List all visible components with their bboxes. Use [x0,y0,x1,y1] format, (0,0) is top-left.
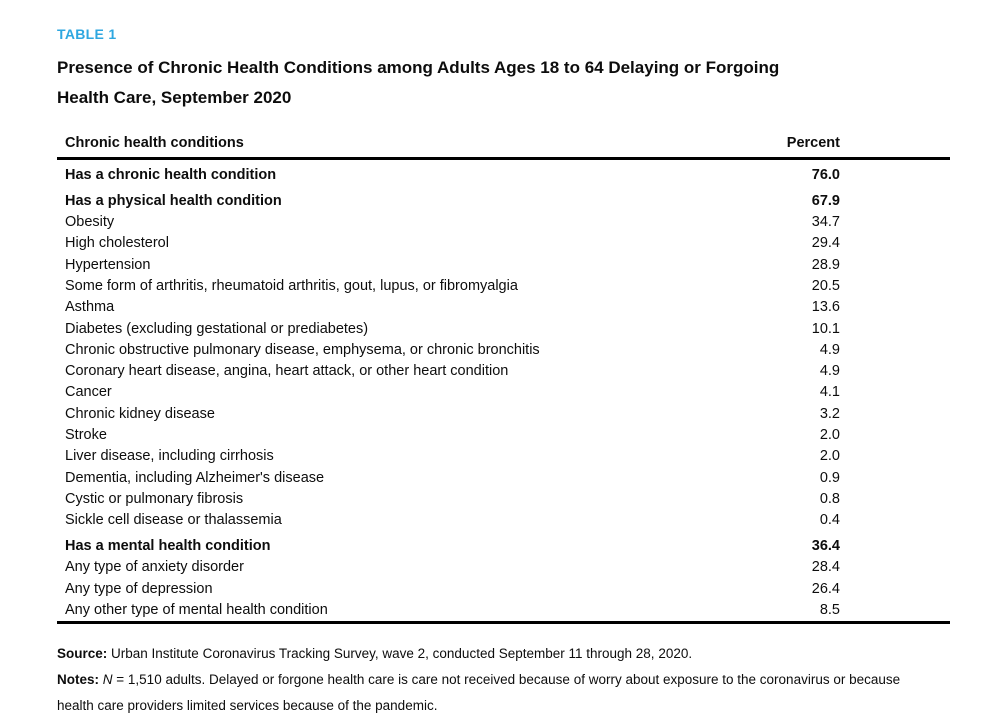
table-row: Hypertension 28.9 [57,254,950,275]
condition-percent: 0.8 [819,490,840,507]
source-note: Source: Urban Institute Coronavirus Trac… [57,641,917,667]
condition-percent: 2.0 [819,426,840,443]
table-row: Obesity 34.7 [57,212,950,233]
table-title: Presence of Chronic Health Conditions am… [57,53,950,113]
condition-percent: 8.5 [819,601,840,618]
table-row: Cystic or pulmonary fibrosis 0.8 [57,488,950,509]
condition-percent: 29.4 [811,235,840,252]
table-row: Any other type of mental health conditio… [57,599,950,622]
condition-percent: 26.4 [811,580,840,597]
table-row: Liver disease, including cirrhosis 2.0 [57,446,950,467]
condition-percent: 36.4 [811,538,840,554]
table-row: Any type of depression 26.4 [57,578,950,599]
source-label: Source: [57,645,108,661]
condition-label: Obesity [65,214,115,231]
condition-percent: 20.5 [811,278,840,295]
condition-label: Sickle cell disease or thalassemia [65,512,282,529]
table-row: Stroke 2.0 [57,425,950,446]
condition-label: Hypertension [65,256,151,273]
condition-percent: 13.6 [811,299,840,316]
notes-note: Notes: N = 1,510 adults. Delayed or forg… [57,667,917,719]
notes-n-symbol: N [102,671,113,687]
table-row: Any type of anxiety disorder 28.4 [57,557,950,578]
condition-label: Has a chronic health condition [65,167,277,183]
condition-label: Any type of depression [65,580,213,597]
column-header-percent: Percent [650,135,950,160]
condition-percent: 28.4 [811,559,840,576]
condition-percent: 67.9 [811,192,840,209]
table-row: Coronary heart disease, angina, heart at… [57,361,950,382]
condition-percent: 4.9 [819,363,840,380]
condition-percent: 3.2 [819,405,840,422]
condition-label: High cholesterol [65,235,169,252]
table-number-label: TABLE 1 [57,26,117,42]
table-row: Cancer 4.1 [57,382,950,403]
condition-label: Coronary heart disease, angina, heart at… [65,363,509,380]
chronic-conditions-table: Chronic health conditions Percent Has a … [57,135,950,624]
table-row: Chronic kidney disease 3.2 [57,403,950,424]
condition-label: Has a mental health condition [65,538,271,554]
condition-percent: 28.9 [811,256,840,273]
condition-label: Cystic or pulmonary fibrosis [65,490,244,507]
condition-percent: 4.1 [819,384,840,401]
table-row: Asthma 13.6 [57,297,950,318]
condition-label: Has a physical health condition [65,192,282,209]
table-row: Sickle cell disease or thalassemia 0.4 [57,510,950,531]
notes-label: Notes: [57,671,100,687]
table-notes: Source: Urban Institute Coronavirus Trac… [57,641,917,719]
condition-label: Asthma [65,299,115,316]
condition-label: Diabetes (excluding gestational or predi… [65,320,369,337]
condition-label: Chronic kidney disease [65,405,215,422]
condition-label: Liver disease, including cirrhosis [65,448,274,465]
table-row: Has a mental health condition 36.4 [57,531,950,557]
condition-label: Any type of anxiety disorder [65,559,244,576]
condition-percent: 76.0 [811,167,840,183]
table-row: Diabetes (excluding gestational or predi… [57,318,950,339]
condition-percent: 0.9 [819,469,840,486]
table-row: Has a physical health condition 67.9 [57,186,950,212]
condition-label: Chronic obstructive pulmonary disease, e… [65,341,540,358]
condition-percent: 2.0 [819,448,840,465]
table-header-row: Chronic health conditions Percent [57,135,950,160]
table-title-line1: Presence of Chronic Health Conditions am… [57,58,780,77]
condition-percent: 4.9 [819,341,840,358]
condition-label: Any other type of mental health conditio… [65,601,328,618]
condition-label: Dementia, including Alzheimer's disease [65,469,325,486]
table-header: Chronic health conditions Percent [57,135,950,160]
source-text: Urban Institute Coronavirus Tracking Sur… [107,645,693,661]
condition-percent: 0.4 [819,512,840,529]
table-row: Has a chronic health condition 76.0 [57,159,950,186]
table-title-line2: Health Care, September 2020 [57,88,292,107]
table-row: Dementia, including Alzheimer's disease 0… [57,467,950,488]
condition-label: Stroke [65,426,107,443]
notes-text: = 1,510 adults. Delayed or forgone healt… [57,671,901,713]
condition-label: Cancer [65,384,112,401]
table-body: Has a chronic health condition 76.0 Has a … [57,159,950,623]
column-header-conditions: Chronic health conditions [57,135,650,160]
table-row: Some form of arthritis, rheumatoid arthr… [57,276,950,297]
table-row: Chronic obstructive pulmonary disease, e… [57,339,950,360]
condition-percent: 10.1 [811,320,840,337]
condition-percent: 34.7 [811,214,840,231]
condition-label: Some form of arthritis, rheumatoid arthr… [65,278,518,295]
table-row: High cholesterol 29.4 [57,233,950,254]
